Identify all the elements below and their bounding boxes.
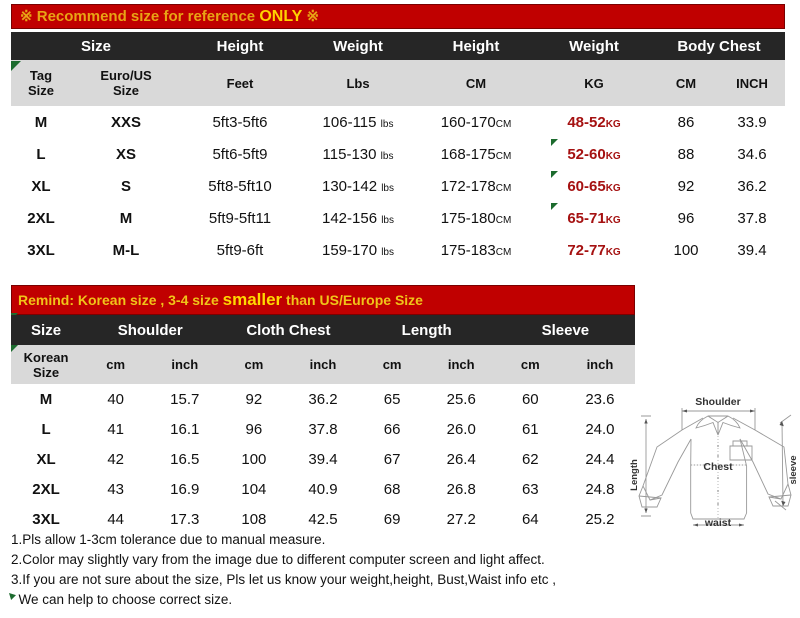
svg-text:waist: waist xyxy=(704,517,732,529)
svg-text:Chest: Chest xyxy=(703,461,733,473)
svg-text:Shoulder: Shoulder xyxy=(695,396,741,408)
svg-text:Length: Length xyxy=(630,459,640,491)
svg-text:sleeve: sleeve xyxy=(788,455,799,484)
